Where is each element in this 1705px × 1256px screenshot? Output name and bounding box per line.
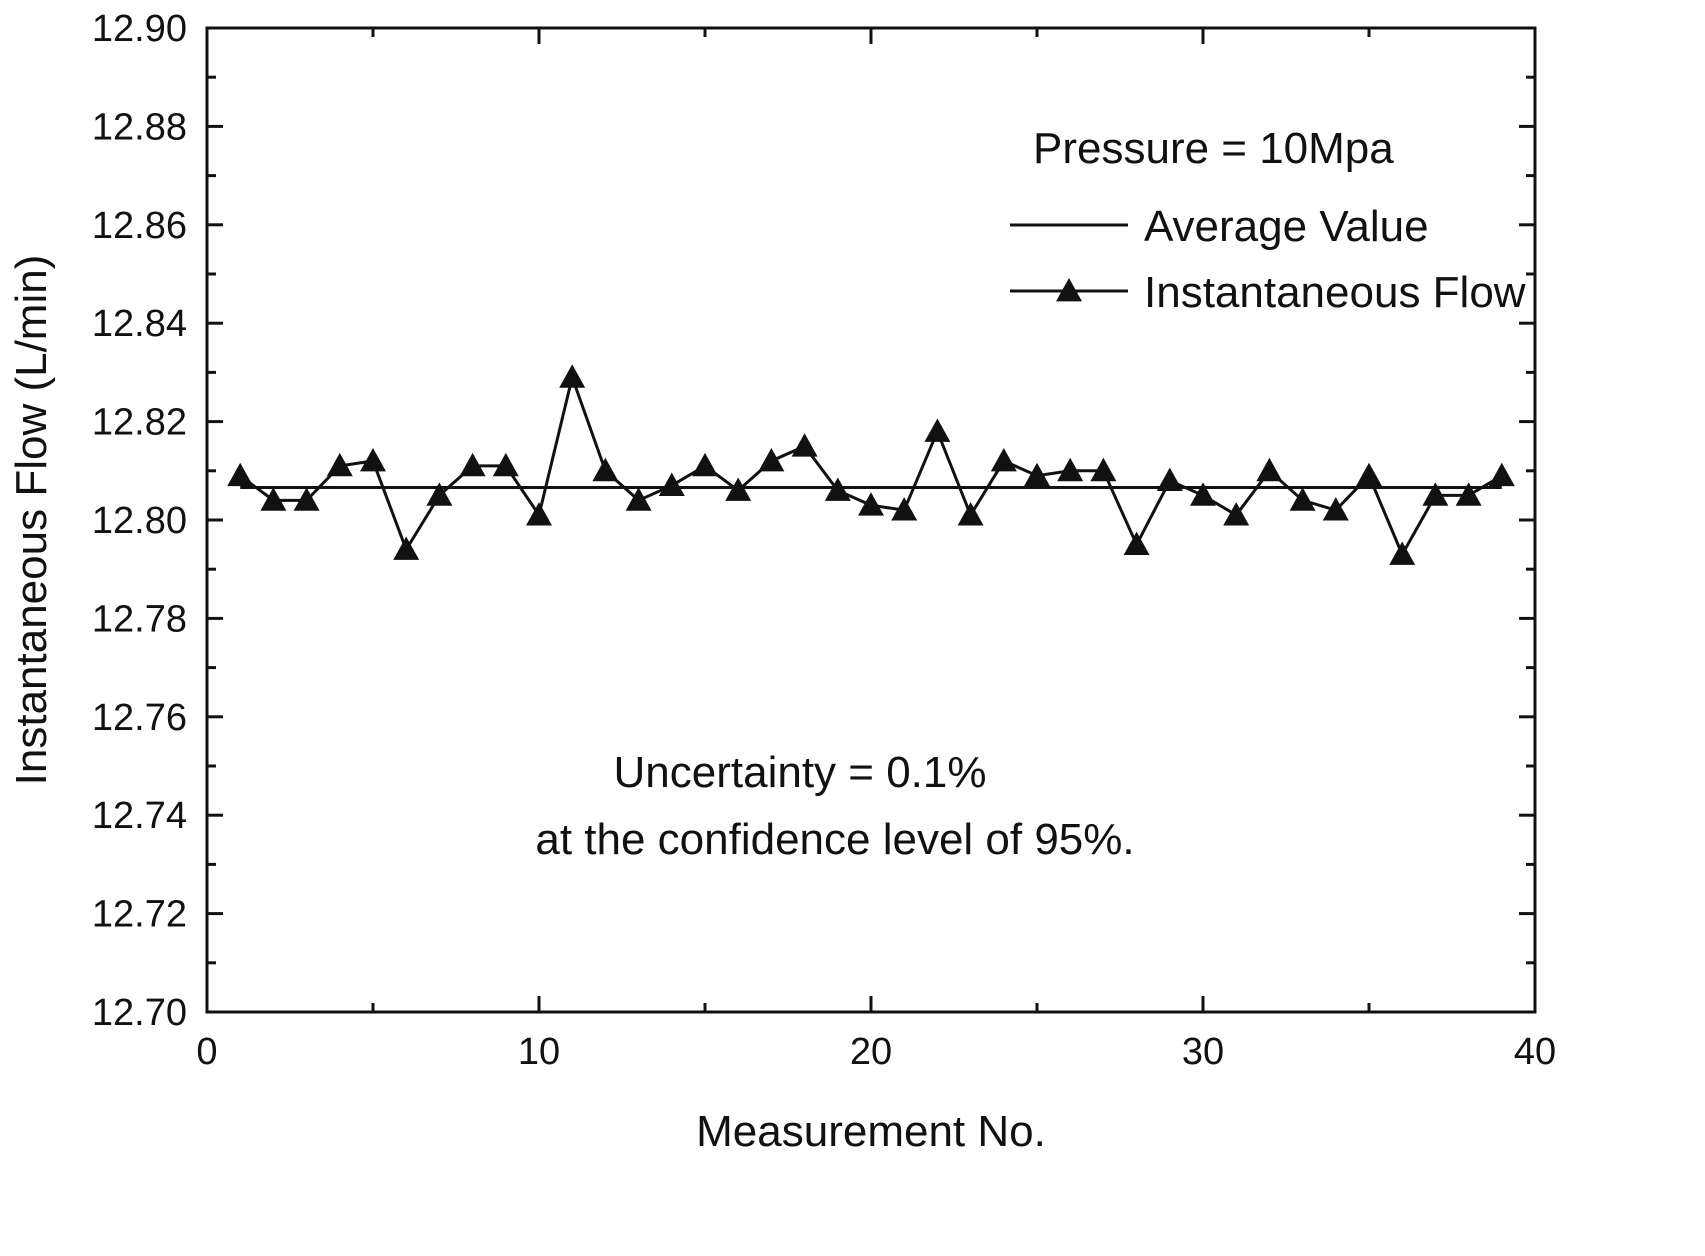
instantaneous-flow-point bbox=[625, 487, 652, 511]
instantaneous-flow-point bbox=[492, 452, 519, 477]
y-tick-label: 12.74 bbox=[92, 795, 187, 837]
instantaneous-flow-point bbox=[1123, 531, 1150, 555]
instantaneous-flow-point bbox=[559, 364, 586, 388]
instantaneous-flow-point bbox=[1190, 482, 1216, 506]
y-tick-label: 12.78 bbox=[92, 598, 187, 640]
legend-instantaneous-label: Instantaneous Flow bbox=[1144, 268, 1526, 317]
legend-triangle-icon bbox=[1056, 278, 1082, 302]
instantaneous-flow-point bbox=[227, 462, 254, 487]
y-tick-label: 12.70 bbox=[92, 992, 187, 1034]
instantaneous-flow-point bbox=[260, 487, 287, 511]
instantaneous-flow-point bbox=[1156, 467, 1183, 492]
uncertainty-annotation: Uncertainty = 0.1% bbox=[614, 748, 987, 797]
instantaneous-flow-point bbox=[1488, 462, 1515, 487]
instantaneous-flow-point bbox=[1289, 487, 1316, 511]
instantaneous-flow-point bbox=[658, 472, 685, 496]
instantaneous-flow-point bbox=[1455, 482, 1482, 506]
y-tick-label: 12.76 bbox=[92, 697, 187, 739]
instantaneous-flow-point bbox=[393, 536, 420, 560]
instantaneous-flow-point bbox=[791, 433, 818, 457]
instantaneous-flow-point bbox=[459, 452, 486, 477]
instantaneous-flow-point bbox=[526, 502, 552, 526]
instantaneous-flow-point bbox=[758, 447, 785, 472]
y-tick-label: 12.80 bbox=[92, 500, 187, 542]
instantaneous-flow-point bbox=[360, 447, 386, 472]
legend-header: Pressure = 10Mpa bbox=[1033, 124, 1394, 173]
instantaneous-flow-point bbox=[692, 452, 718, 477]
instantaneous-flow-point bbox=[1223, 502, 1250, 526]
instantaneous-flow-point bbox=[924, 418, 951, 442]
instantaneous-flow-point bbox=[1090, 457, 1117, 482]
x-tick-label: 30 bbox=[1182, 1031, 1224, 1073]
y-tick-label: 12.90 bbox=[92, 8, 187, 50]
instantaneous-flow-point bbox=[1389, 541, 1416, 565]
instantaneous-flow-point bbox=[858, 492, 884, 516]
x-tick-label: 0 bbox=[196, 1031, 217, 1073]
y-tick-label: 12.72 bbox=[92, 894, 187, 936]
instantaneous-flow-point bbox=[1422, 482, 1449, 506]
series-layer bbox=[227, 364, 1515, 565]
instantaneous-flow-point bbox=[1256, 457, 1283, 482]
ticks-layer: 12.70 12.72 12.74 12.76 12.78 12.80 12.82 12.84… bbox=[92, 8, 1556, 1073]
y-axis-title: Instantaneous Flow (L/min) bbox=[7, 255, 56, 786]
instantaneous-flow-point bbox=[725, 477, 752, 501]
instantaneous-flow-point bbox=[592, 457, 619, 482]
y-tick-label: 12.86 bbox=[92, 205, 187, 247]
instantaneous-flow-point bbox=[293, 487, 320, 511]
x-tick-label: 10 bbox=[518, 1031, 560, 1073]
plot-area-frame bbox=[205, 26, 1537, 1014]
x-axis-title: Measurement No. bbox=[696, 1107, 1046, 1156]
instantaneous-flow-point bbox=[990, 447, 1017, 472]
instantaneous-flow-point bbox=[326, 452, 353, 477]
instantaneous-flow-point bbox=[957, 502, 984, 526]
legend-average-label: Average Value bbox=[1144, 202, 1429, 251]
instantaneous-flow-point bbox=[426, 482, 453, 506]
instantaneous-flow-point bbox=[1057, 457, 1084, 482]
y-tick-label: 12.84 bbox=[92, 303, 187, 345]
confidence-annotation: at the confidence level of 95%. bbox=[535, 815, 1134, 864]
x-tick-label: 40 bbox=[1514, 1031, 1556, 1073]
instantaneous-flow-point bbox=[1356, 462, 1382, 487]
instantaneous-flow-point bbox=[1322, 497, 1349, 521]
instantaneous-flow-line bbox=[239, 372, 1503, 558]
y-tick-label: 12.88 bbox=[92, 106, 187, 148]
y-tick-label: 12.82 bbox=[92, 402, 187, 444]
x-tick-label: 20 bbox=[850, 1031, 892, 1073]
instantaneous-flow-point bbox=[1024, 462, 1050, 487]
instantaneous-flow-point bbox=[824, 477, 851, 501]
instantaneous-flow-point bbox=[891, 497, 918, 521]
